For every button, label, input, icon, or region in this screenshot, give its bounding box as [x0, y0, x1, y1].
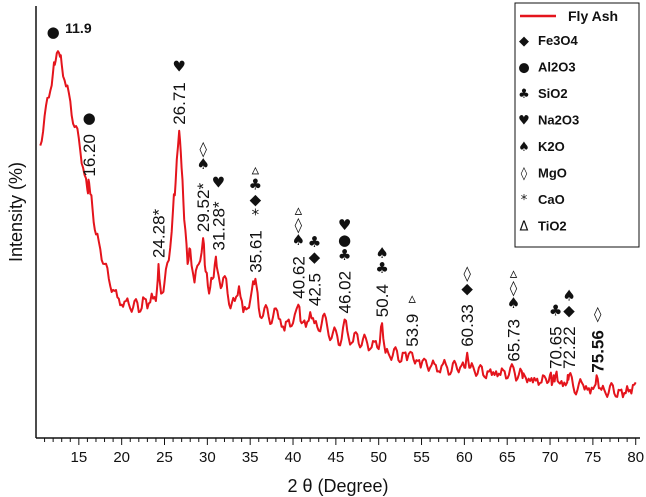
legend-entry: ● Al2O3	[518, 60, 575, 76]
legend: Fly Ash ◆ Fe3O4 ● Al2O3 ♣ SiO2 ♥ Na2O3 ♠ K2O ◊ MgO *…	[514, 2, 640, 248]
x-tick-label: 70	[542, 449, 559, 466]
peak-label: 26.71	[170, 82, 189, 125]
legend-entry-label: CaO	[538, 192, 565, 207]
legend-entry-label: K2O	[538, 139, 565, 154]
legend-entry: ◆ Fe3O4	[519, 33, 579, 49]
legend-entry: ♠ K2O	[518, 139, 565, 155]
peak-marker-symbol: ◆	[461, 279, 473, 297]
peak-marker-symbol: ♠	[292, 231, 305, 249]
peak-label: 60.33	[458, 304, 477, 347]
x-tick-label: 55	[413, 449, 430, 466]
legend-symbol: ◊	[521, 167, 528, 182]
peak-annotations: ●11.916.20●●24.28*26.71♥♥29.52*♠◊♠◊31.28…	[47, 20, 608, 373]
peak-marker-symbol: ◆	[309, 248, 321, 266]
legend-entry-label: Al2O3	[538, 60, 576, 75]
peak-label: 40.62	[289, 256, 308, 299]
peak-label: 35.61	[246, 230, 265, 273]
peak-marker-symbol: ♣	[375, 259, 388, 277]
x-tick-label: 20	[113, 449, 130, 466]
peak-marker-symbol: ♥	[172, 57, 185, 75]
series-layer	[39, 50, 637, 399]
x-ticks: 15 20 25 30 35 40 45 50 55 60 65 70 75 80	[44, 438, 644, 466]
peak-marker-symbol: ◊	[594, 305, 602, 323]
peak-marker-symbol: ♣	[249, 175, 262, 193]
legend-entry-label: Na2O3	[538, 113, 579, 128]
peak-marker-symbol: ▵	[510, 264, 518, 282]
peak-marker-symbol: ♥	[212, 174, 225, 192]
peak-marker-symbol: ♥	[338, 216, 351, 234]
peak-marker-symbol: ◊	[510, 279, 518, 297]
legend-symbol: Δ	[520, 220, 529, 235]
peak-marker-symbol: ♣	[338, 246, 351, 264]
peak-marker-symbol: ▵	[295, 201, 303, 219]
peak-label: 65.73	[505, 319, 524, 362]
legend-symbol: ◆	[519, 34, 529, 49]
peak-marker-symbol: ●	[83, 109, 96, 127]
legend-entry: * CaO	[521, 192, 565, 208]
legend-title: Fly Ash	[568, 8, 618, 24]
legend-entry: Δ TiO2	[520, 219, 567, 235]
peak-marker-symbol: ♠	[375, 244, 388, 262]
peak-marker-symbol: *	[252, 205, 260, 223]
legend-symbol: *	[521, 193, 528, 208]
x-tick-label: 80	[627, 449, 644, 466]
legend-symbol: ♣	[518, 87, 530, 102]
peak-marker-symbol: ◊	[200, 140, 208, 158]
legend-entry: ♣ SiO2	[518, 86, 567, 102]
legend-symbol: ♥	[518, 114, 530, 129]
x-tick-label: 40	[285, 449, 302, 466]
peak-label: 72.22	[560, 326, 579, 369]
series-line-fly-ash	[39, 50, 637, 399]
legend-entry-label: SiO2	[538, 86, 568, 101]
x-tick-label: 45	[328, 449, 345, 466]
peak-marker-symbol: ◆	[563, 302, 575, 320]
peak-label: 16.20	[80, 134, 99, 177]
peak-marker-symbol: ◊	[463, 264, 471, 282]
y-axis-title: Intensity (%)	[6, 162, 26, 262]
legend-entry: ♥ Na2O3	[518, 113, 579, 129]
peak-marker-symbol: ▵	[252, 160, 260, 178]
x-tick-label: 30	[199, 449, 216, 466]
peak-marker-symbol: ♣	[549, 302, 562, 320]
peak-label: 70.65	[547, 326, 566, 369]
x-tick-label: 75	[585, 449, 602, 466]
x-tick-label: 35	[242, 449, 259, 466]
peak-label: 46.02	[336, 271, 355, 314]
x-tick-label: 65	[499, 449, 516, 466]
peak-label: 24.28*	[149, 208, 168, 258]
peak-marker-symbol: ♠	[562, 287, 575, 305]
peak-marker-symbol: ♣	[308, 233, 321, 251]
peak-marker-symbol: ◊	[295, 216, 303, 234]
legend-entries: ◆ Fe3O4 ● Al2O3 ♣ SiO2 ♥ Na2O3 ♠ K2O ◊ MgO * CaO Δ TiO2	[518, 33, 579, 235]
x-tick-label: 50	[370, 449, 387, 466]
peak-marker-symbol: ●	[338, 231, 351, 249]
x-tick-label: 15	[70, 449, 87, 466]
peak-marker-symbol: ♠	[197, 155, 210, 173]
peak-marker-symbol: ▵	[408, 289, 416, 307]
legend-entry-label: Fe3O4	[538, 33, 579, 48]
x-axis-title: 2 θ (Degree)	[287, 476, 388, 496]
plot-frame	[35, 6, 640, 439]
legend-symbol: ♠	[518, 140, 530, 155]
x-tick-label: 25	[156, 449, 173, 466]
legend-entry-label: TiO2	[538, 219, 567, 234]
legend-entry-label: MgO	[538, 166, 567, 181]
peak-label: 53.9	[403, 314, 422, 347]
peak-marker-symbol: ◆	[250, 190, 262, 208]
peak-label: 29.52*	[194, 183, 213, 233]
peak-label: 31.28*	[209, 201, 228, 251]
legend-entry: ◊ MgO	[521, 166, 567, 182]
legend-symbol: ●	[518, 61, 529, 76]
x-tick-label: 60	[456, 449, 473, 466]
peak-label: 42.5	[305, 273, 324, 306]
peak-label: 50.4	[373, 284, 392, 317]
peak-label: 75.56	[589, 330, 608, 373]
legend-box	[514, 2, 640, 248]
peak-marker: ●	[47, 23, 60, 41]
peak-label: 11.9	[65, 20, 92, 36]
peak-marker-symbol: ♠	[507, 294, 520, 312]
